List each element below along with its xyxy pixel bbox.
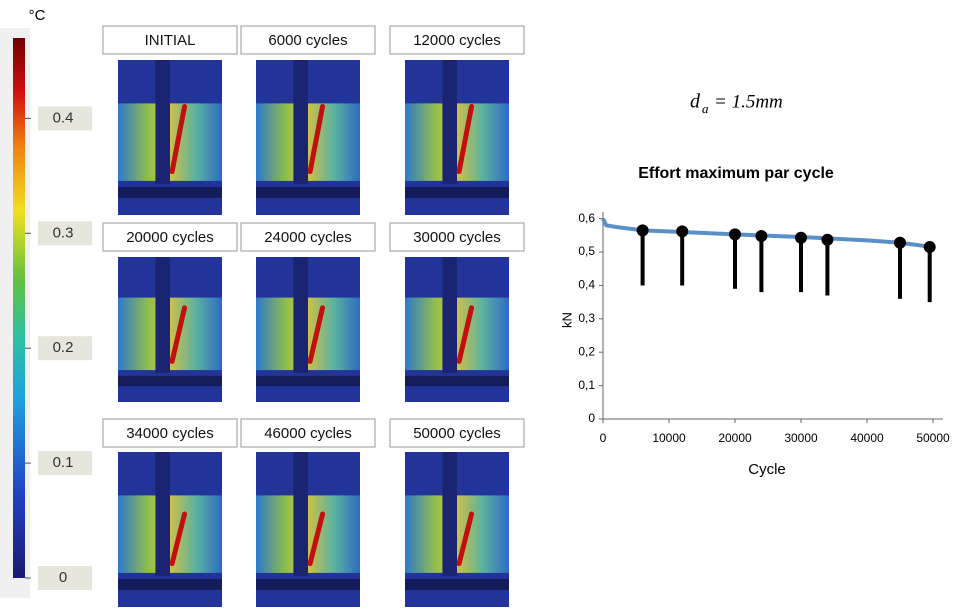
base <box>405 187 509 198</box>
y-tick-label: 0,5 <box>578 244 595 258</box>
base <box>405 579 509 590</box>
chart-title: Effort maximum par cycle <box>638 165 834 182</box>
x-tick-label: 40000 <box>850 431 884 445</box>
slot <box>293 257 308 373</box>
thermal-image <box>256 60 360 215</box>
thermal-image <box>118 257 222 402</box>
colorbar-tick-label: 0.4 <box>53 109 74 126</box>
colorbar-label-box <box>38 336 92 361</box>
x-axis-label: Cycle <box>748 461 786 478</box>
slot <box>155 257 170 373</box>
thermal-image <box>118 60 222 215</box>
base <box>118 579 222 590</box>
marker <box>923 241 936 254</box>
colorbar-label-box <box>38 221 92 246</box>
base <box>118 187 222 198</box>
slot <box>155 452 170 576</box>
crack <box>456 305 475 364</box>
x-tick-label: 50000 <box>916 431 950 445</box>
annotation-symbol: d <box>690 91 701 113</box>
y-tick-label: 0,4 <box>578 278 595 292</box>
image-label-box <box>389 222 525 252</box>
crack <box>169 104 188 175</box>
marker <box>755 230 768 243</box>
y-tick-label: 0,2 <box>578 344 595 358</box>
colorbar-tick-label: 0.2 <box>53 339 74 356</box>
thermal-image <box>256 257 360 402</box>
image-label-box <box>240 222 376 252</box>
x-tick-label: 30000 <box>784 431 818 445</box>
crack <box>169 511 188 567</box>
image-label: 46000 cycles <box>264 425 352 442</box>
colorbar <box>13 38 25 578</box>
x-tick-label: 10000 <box>652 431 686 445</box>
image-label: 50000 cycles <box>413 425 501 442</box>
colorbar-unit: °C <box>29 7 46 24</box>
slot <box>293 60 308 184</box>
marker <box>676 225 689 238</box>
image-label: INITIAL <box>145 32 196 49</box>
base <box>256 187 360 198</box>
marker <box>894 236 906 249</box>
annotation-subscript: a <box>702 101 709 116</box>
marker <box>795 231 807 244</box>
base <box>118 375 222 387</box>
crack <box>169 305 188 364</box>
y-axis-label: kN <box>559 312 574 328</box>
colorbar-label-box <box>38 106 92 131</box>
marker <box>729 228 741 241</box>
line <box>601 217 934 250</box>
colorbar-tick-label: 0 <box>59 569 67 586</box>
base <box>256 579 360 590</box>
crack <box>307 511 326 567</box>
slot <box>442 257 457 373</box>
annotation-text: = 1.5mm <box>714 91 783 112</box>
image-label-box <box>389 25 525 55</box>
slot <box>442 60 457 184</box>
slot <box>442 452 457 576</box>
thermal-image <box>256 452 360 607</box>
image-label-box <box>102 418 238 448</box>
slot <box>293 452 308 576</box>
marker <box>821 233 834 246</box>
x-tick-label: 0 <box>600 431 607 445</box>
slot <box>155 60 170 184</box>
image-label-box <box>389 418 525 448</box>
y-tick-label: 0 <box>588 411 595 425</box>
thermal-image <box>405 452 509 607</box>
image-label: 20000 cycles <box>126 229 214 246</box>
image-label: 24000 cycles <box>264 229 352 246</box>
thermal-image <box>118 452 222 607</box>
colorbar-tick-label: 0.1 <box>53 454 74 471</box>
crack <box>307 104 326 175</box>
y-tick-label: 0,6 <box>578 211 595 225</box>
base <box>256 375 360 387</box>
image-label-box <box>240 25 376 55</box>
y-tick-label: 0,1 <box>578 378 595 392</box>
colorbar-label-box <box>38 451 92 476</box>
y-tick-label: 0,3 <box>578 311 595 325</box>
image-label: 30000 cycles <box>413 229 501 246</box>
thermal-image <box>405 60 509 215</box>
base <box>405 375 509 387</box>
image-label-box <box>102 222 238 252</box>
image-label-box <box>240 418 376 448</box>
crack <box>307 305 326 364</box>
colorbar-label-box <box>38 566 92 590</box>
thermal-image <box>405 257 509 402</box>
image-label-box <box>102 25 238 55</box>
crack <box>456 511 475 567</box>
image-label: 34000 cycles <box>126 425 214 442</box>
image-label: 12000 cycles <box>413 32 501 49</box>
colorbar-tick-label: 0.3 <box>53 224 74 241</box>
marker <box>636 224 649 237</box>
image-label: 6000 cycles <box>268 32 347 49</box>
crack <box>456 104 475 175</box>
x-tick-label: 20000 <box>718 431 752 445</box>
